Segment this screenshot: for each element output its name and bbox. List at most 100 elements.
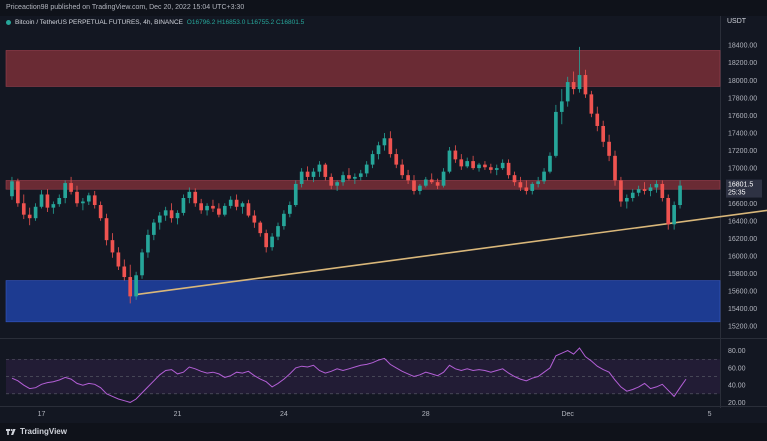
rsi-pane — [6, 347, 720, 403]
candle — [483, 161, 487, 170]
rsi-tick-label: 40.00 — [728, 383, 746, 390]
candle — [542, 168, 546, 184]
candle-body — [358, 173, 363, 177]
candle — [98, 201, 103, 221]
candle — [234, 194, 239, 211]
candle — [258, 220, 263, 237]
price-tick-label: 15200.00 — [728, 324, 757, 331]
candle-body — [75, 191, 79, 204]
candle — [122, 259, 127, 281]
candle-body — [648, 187, 653, 191]
symbol-name: Bitcoin / TetherUS PERPETUAL FUTURES, 4h… — [15, 19, 183, 26]
candle — [211, 199, 215, 213]
candle — [181, 194, 186, 216]
candle-body — [678, 185, 682, 206]
candle-body — [571, 82, 576, 90]
price-tick-label: 15600.00 — [728, 289, 757, 296]
candle — [110, 233, 115, 258]
candle-body — [181, 197, 186, 213]
candle-body — [554, 111, 558, 156]
candle — [282, 210, 286, 230]
candle-body — [500, 162, 505, 169]
publisher-bar: Priceaction98 published on TradingView.c… — [0, 0, 767, 16]
candle-body — [453, 150, 458, 160]
candle — [394, 148, 399, 169]
candle — [57, 194, 62, 207]
candle-body — [542, 171, 546, 182]
candle — [252, 210, 257, 228]
candle — [388, 131, 393, 158]
candle — [264, 229, 269, 253]
candle — [21, 194, 26, 220]
candle — [323, 162, 328, 181]
candles-layer — [10, 46, 682, 304]
price-tick-label: 16000.00 — [728, 253, 757, 260]
candle-body — [57, 197, 62, 205]
candle-body — [16, 181, 20, 204]
candle — [494, 164, 499, 176]
status-dot-icon — [6, 19, 11, 25]
candle — [530, 182, 535, 195]
candle-body — [122, 266, 127, 278]
candle — [39, 190, 44, 209]
candle — [559, 89, 564, 125]
candle-body — [311, 171, 316, 177]
candle-body — [27, 214, 32, 219]
candle-body — [376, 145, 381, 155]
candle-body — [429, 179, 434, 183]
candle-body — [489, 167, 493, 170]
candle — [140, 248, 144, 279]
candle-body — [364, 164, 369, 174]
candle — [400, 159, 404, 179]
zone-support — [5, 280, 721, 323]
time-tick-label: 24 — [280, 411, 288, 418]
candle-body — [447, 150, 452, 172]
candle — [217, 203, 221, 218]
candle-body — [205, 205, 209, 211]
candle-body — [642, 189, 647, 191]
candle — [453, 145, 458, 163]
candle-body — [293, 183, 298, 206]
candle — [376, 141, 381, 160]
candle-body — [140, 252, 144, 276]
zone-resistance — [5, 50, 721, 87]
candle-body — [613, 155, 617, 181]
candle — [104, 213, 109, 246]
candle-body — [341, 175, 345, 183]
candle-body — [187, 191, 192, 198]
candle-body — [589, 94, 594, 114]
footer-bar: TradingView — [0, 423, 767, 441]
candle-body — [163, 210, 168, 216]
candle — [270, 233, 274, 251]
candle — [45, 189, 50, 213]
candle — [666, 194, 671, 230]
candle — [27, 207, 32, 226]
price-tick-label: 18000.00 — [728, 78, 757, 85]
candle-body — [92, 195, 97, 206]
candle — [128, 264, 133, 304]
symbol-legend[interactable]: Bitcoin / TetherUS PERPETUAL FUTURES, 4h… — [6, 19, 304, 26]
candle — [116, 247, 121, 271]
candle-body — [406, 175, 410, 181]
candle-body — [423, 179, 428, 186]
candle — [595, 106, 600, 132]
candle-body — [104, 218, 109, 241]
candle — [571, 71, 576, 95]
candle — [642, 182, 647, 195]
candle-body — [441, 171, 446, 186]
publisher-text: Priceaction98 published on TradingView.c… — [6, 4, 245, 11]
time-tick-label: Dec — [561, 411, 574, 418]
candle — [193, 188, 198, 207]
currency-label: USDT — [727, 18, 747, 25]
ohlc-values: O16796.2 H16853.0 L16755.2 C16801.5 — [186, 19, 305, 26]
candle — [619, 176, 623, 207]
candle — [364, 161, 369, 177]
candle-body — [394, 154, 399, 165]
candle — [199, 198, 203, 214]
candle-body — [459, 159, 464, 167]
candle-body — [660, 183, 665, 198]
candle-body — [471, 161, 475, 169]
candle — [222, 203, 227, 217]
rsi-tick-label: 60.00 — [728, 365, 746, 372]
